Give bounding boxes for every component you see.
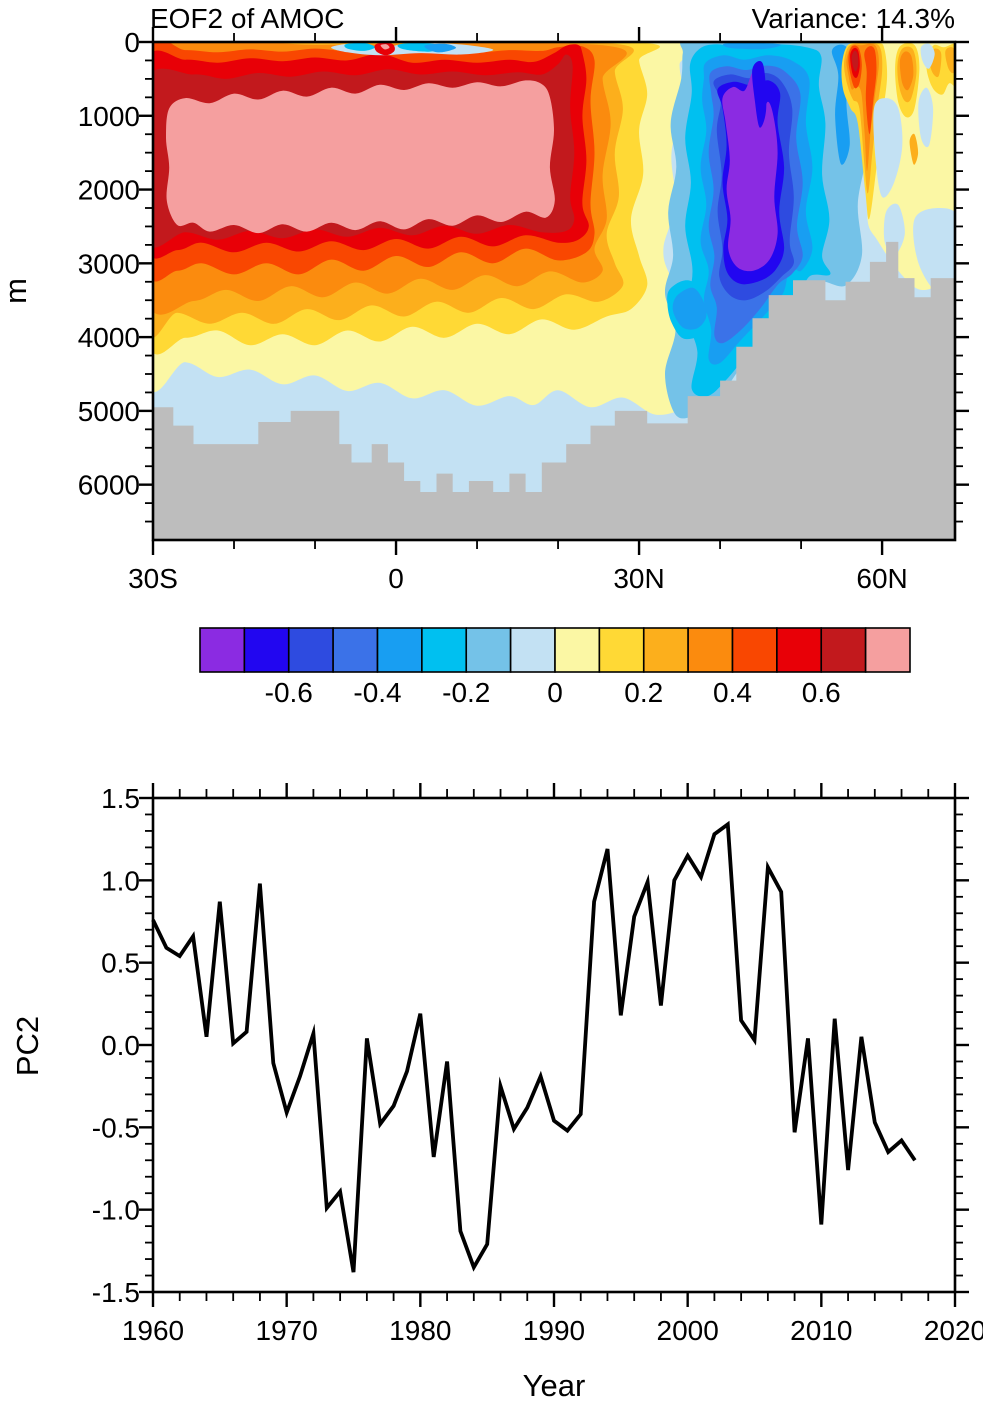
pc2-line-plot [151, 820, 917, 1273]
contour-region [752, 60, 767, 128]
contour-region [945, 47, 955, 74]
eof-plot-axes: 0 1000 2000 3000 4000 5000 6000 30S 0 30N 60N [78, 27, 969, 594]
colorbar-tick-label: 0.6 [802, 677, 841, 708]
lat-tick-label: 60N [856, 563, 907, 594]
contour-region [873, 98, 903, 198]
colorbar-cell [199, 627, 246, 673]
colorbar-cell [820, 627, 867, 673]
colorbar-tick-label: 0.4 [713, 677, 752, 708]
lat-tick-label: 30N [613, 563, 664, 594]
colorbar-cell [376, 627, 423, 673]
lat-tick-label: 0 [388, 563, 404, 594]
contour-region [920, 43, 935, 69]
depth-tick-label: 5000 [78, 396, 140, 427]
contour-region [913, 208, 955, 294]
pc2-tick-label: 0.5 [101, 948, 140, 979]
pc2-axis-label: PC2 [10, 1016, 45, 1076]
depth-tick-label: 1000 [78, 101, 140, 132]
colorbar-cell [776, 627, 823, 673]
year-axis-label: Year [523, 1368, 586, 1403]
variance-label: Variance: 14.3% [752, 3, 955, 34]
contour-region [166, 80, 555, 234]
colorbar-cell [864, 627, 911, 673]
colorbar-cell [243, 627, 290, 673]
year-tick-label: 1980 [389, 1315, 451, 1346]
colorbar-tick-label: 0 [547, 677, 563, 708]
colorbar-cell [554, 627, 601, 673]
pc2-tick-label: 0.0 [101, 1030, 140, 1061]
year-tick-label: 1990 [523, 1315, 585, 1346]
depth-tick-label: 3000 [78, 248, 140, 279]
contour-region [722, 42, 782, 50]
colorbar-cell [642, 627, 689, 673]
eof-plot-title: EOF2 of AMOC [150, 3, 345, 34]
pc2-tick-label: 1.5 [101, 783, 140, 814]
contour-region [851, 50, 859, 72]
plot-frame [151, 796, 957, 1294]
colorbar-cell [731, 627, 778, 673]
contour-region [864, 46, 877, 135]
pc2-series-line [151, 820, 917, 1273]
depth-tick-label: 4000 [78, 322, 140, 353]
depth-axis-label: m [0, 278, 33, 304]
contour-region [909, 133, 919, 165]
colorbar-tick-label: -0.6 [265, 677, 313, 708]
year-tick-label: 1970 [256, 1315, 318, 1346]
bathymetry-mask [153, 241, 955, 540]
depth-tick-label: 0 [124, 27, 140, 58]
eof-contour-plot [153, 42, 955, 540]
pc2-tick-label: -1.5 [92, 1277, 140, 1308]
contour-region [380, 44, 390, 50]
pc2-tick-label: -1.0 [92, 1195, 140, 1226]
colorbar-tick-label: 0.2 [624, 677, 663, 708]
contour-region [899, 51, 914, 91]
year-tick-label: 2000 [657, 1315, 719, 1346]
colorbar-tick-label: -0.2 [442, 677, 490, 708]
colorbar-cell [287, 627, 334, 673]
colorbar-cell [332, 627, 379, 673]
colorbar-tick-label: -0.4 [353, 677, 401, 708]
pc2-tick-label: -0.5 [92, 1112, 140, 1143]
pc2-plot-axes: 1.5 1.0 0.5 0.0 -0.5 -1.0 -1.5 1960 1970 1980 1990… [92, 783, 983, 1346]
lat-tick-label: 30S [128, 563, 178, 594]
pc2-tick-label: 1.0 [101, 865, 140, 896]
year-tick-label: 2020 [924, 1315, 983, 1346]
colorbar-cell [509, 627, 556, 673]
colorbar-cell [687, 627, 734, 673]
year-tick-label: 1960 [122, 1315, 184, 1346]
contour-region [918, 87, 934, 148]
depth-tick-label: 6000 [78, 470, 140, 501]
colorbar-cell [421, 627, 468, 673]
contour-region [672, 287, 707, 330]
depth-tick-label: 2000 [78, 175, 140, 206]
contour-region [424, 43, 457, 53]
plot-frame [151, 40, 957, 542]
colorbar: -0.6 -0.4 -0.2 0 0.2 0.4 0.6 [199, 627, 911, 708]
colorbar-cell [598, 627, 645, 673]
contour-region [344, 42, 375, 51]
colorbar-cell [465, 627, 512, 673]
year-tick-label: 2010 [790, 1315, 852, 1346]
